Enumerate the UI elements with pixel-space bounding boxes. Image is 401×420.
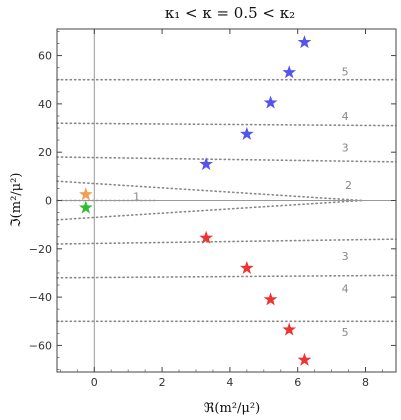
y-tick-label: −60 [29, 339, 52, 352]
x-tick-label: 4 [226, 376, 233, 389]
x-axis-title: ℜ(m²/μ²) [204, 401, 260, 416]
data-point-star [78, 187, 93, 201]
data-point-star [263, 95, 278, 109]
axes-layer: 0 2 4 6 8 −60 −40 −20 0 20 40 60 [29, 28, 397, 389]
y-tick-label: −20 [29, 243, 52, 256]
data-point-star [282, 322, 297, 336]
curve-label: 5 [342, 65, 349, 78]
x-tick-label: 2 [159, 376, 166, 389]
curve-label: 4 [342, 283, 349, 296]
points-layer [78, 35, 312, 366]
x-tick-label: 6 [294, 376, 301, 389]
dotted-curve [56, 199, 363, 221]
dotted-curve [56, 274, 397, 279]
y-tick-label: 0 [45, 195, 52, 208]
y-tick-label: 40 [38, 98, 52, 111]
data-point-star [199, 230, 214, 244]
dotted-curve [56, 180, 363, 202]
curve-label: 4 [342, 110, 349, 123]
dotted-curve [56, 238, 397, 245]
data-point-star [78, 200, 93, 214]
y-tick-label: 20 [38, 146, 52, 159]
data-point-star [263, 292, 278, 306]
x-tick-label: 8 [362, 376, 369, 389]
curve-label: 2 [345, 179, 352, 192]
dotted-curve [56, 122, 397, 127]
y-tick-label: 60 [38, 50, 52, 63]
dotted-curve [56, 156, 397, 163]
curve-label: 1 [133, 191, 140, 204]
data-point-star [297, 352, 312, 366]
data-point-star [199, 157, 214, 171]
dotted-lines-layer: 1 2 3 3 4 4 5 5 [56, 65, 397, 339]
chart-title: κ₁ < κ = 0.5 < κ₂ [165, 4, 295, 22]
data-point-star [239, 260, 254, 274]
data-point-star [239, 126, 254, 140]
data-point-star [282, 65, 297, 79]
curve-label: 5 [342, 326, 349, 339]
y-tick-label: −40 [29, 291, 52, 304]
x-tick-label: 0 [91, 376, 98, 389]
data-point-star [297, 35, 312, 49]
curve-label: 3 [342, 141, 349, 154]
curve-label: 3 [342, 250, 349, 263]
y-axis-title: ℑ(m²/μ²) [9, 173, 24, 228]
